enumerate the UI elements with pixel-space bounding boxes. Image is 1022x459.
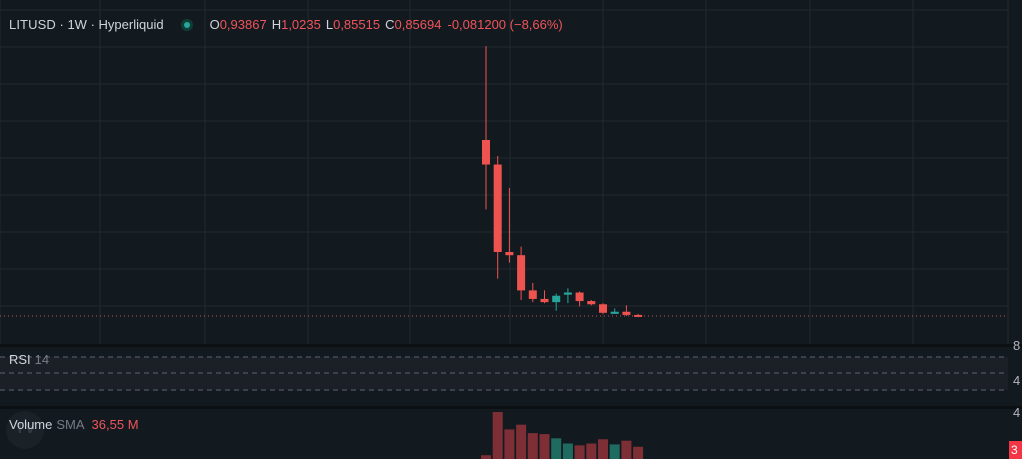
volume-bar [633, 446, 644, 459]
rsi-axis-mid: 4 [1013, 373, 1021, 388]
volume-bar [516, 424, 527, 459]
candles-series [482, 46, 643, 318]
candle-body [493, 164, 502, 252]
volume-label: Volume [9, 417, 53, 432]
volume-sma-label: SMA [56, 417, 85, 432]
volume-bar [574, 445, 585, 459]
candle-body [482, 140, 490, 165]
symbol-name[interactable]: LITUSD [9, 17, 56, 32]
series-legend[interactable]: LITUSD · 1W · Hyperliquid O 0,93867 H 1,02… [9, 17, 563, 32]
volume-bar [539, 434, 550, 459]
candle-body [622, 311, 631, 315]
volume-bar [492, 412, 503, 459]
open-value: 0,93867 [219, 17, 267, 32]
last-value-tag: 3 [1009, 441, 1022, 459]
close-key: C [385, 17, 395, 32]
volume-legend[interactable]: Volume SMA 36,55 M [9, 417, 139, 432]
volume-bar [551, 438, 562, 459]
pane-separator [0, 344, 1022, 347]
pane-separator [0, 406, 1022, 409]
candle-body [634, 314, 643, 317]
rsi-label: RSI [9, 352, 31, 367]
volume-bar [562, 443, 573, 459]
high-key: H [271, 17, 282, 32]
rsi-axis-top: 8 [1013, 338, 1021, 353]
volume-axis-top: 4 [1013, 405, 1021, 420]
candle-body [587, 301, 596, 305]
volume-bar [609, 444, 620, 459]
high-value: 1,0235 [281, 17, 321, 32]
candle-body [505, 252, 514, 256]
interval-label[interactable]: 1W [67, 17, 87, 32]
close-value: 0,85694 [394, 17, 442, 32]
market-status-icon[interactable] [180, 18, 193, 31]
candle-body [517, 255, 526, 291]
low-key: L [325, 17, 334, 32]
candle-body [599, 304, 607, 313]
low-value: 0,85515 [333, 17, 381, 32]
volume-bar [504, 429, 515, 459]
candle-body [575, 292, 584, 302]
tradingview-logo-icon[interactable]: TV [6, 411, 44, 449]
pane-separators [0, 344, 1022, 409]
change-value: -0,081200 (−8,66%) [447, 17, 563, 32]
volume-sma-value: 36,55 M [91, 417, 139, 432]
candle-body [528, 290, 537, 299]
legend-separator: · [59, 17, 64, 32]
volume-bar [598, 439, 608, 459]
candle-body [563, 292, 572, 295]
candle-body [610, 311, 619, 314]
candle-body [540, 298, 549, 303]
volume-series [481, 412, 644, 459]
open-key: O [209, 17, 220, 32]
volume-bar [586, 443, 597, 459]
legend-separator: · [90, 17, 95, 32]
rsi-period: 14 [34, 352, 50, 367]
rsi-legend[interactable]: RSI 14 [9, 352, 49, 367]
grid-lines [0, 0, 1009, 345]
volume-bar [621, 440, 632, 459]
volume-bar [481, 455, 491, 459]
volume-bar [527, 433, 538, 459]
candle-body [552, 295, 561, 303]
exchange-name[interactable]: Hyperliquid [98, 17, 164, 32]
